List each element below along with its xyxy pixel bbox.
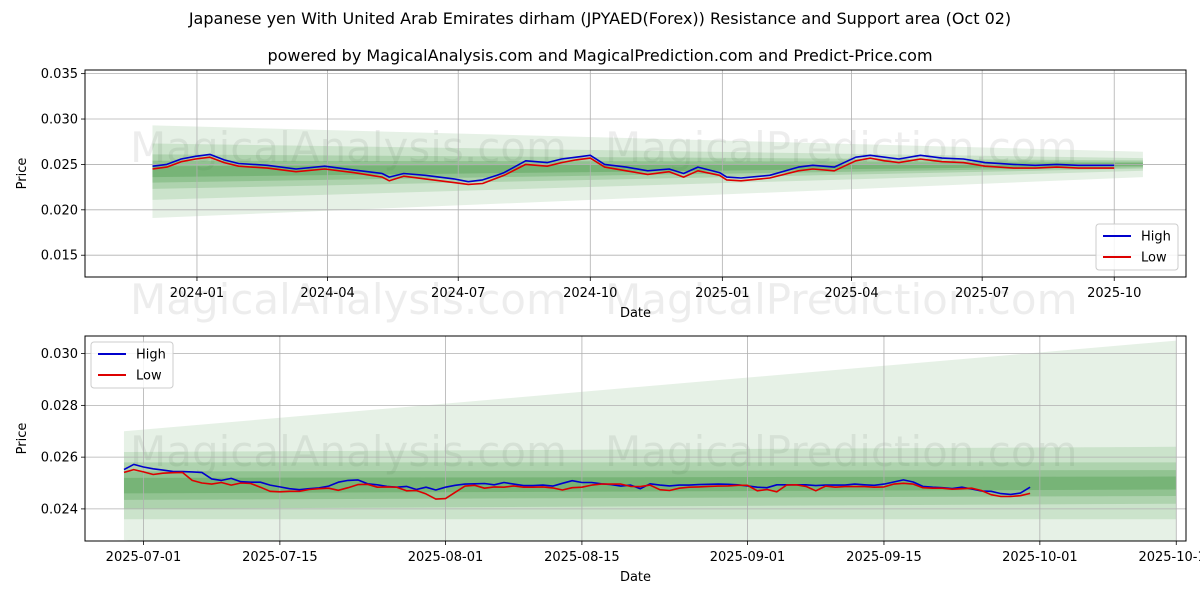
- x-tick-label: 2025-07-15: [242, 550, 318, 565]
- x-tick-label: 2024-04: [300, 286, 354, 301]
- y-tick-label: 0.020: [41, 203, 78, 218]
- legend-label-high: High: [1141, 230, 1171, 245]
- y-tick-label: 0.025: [41, 158, 78, 173]
- chart-title: Japanese yen With United Arab Emirates d…: [188, 9, 1012, 28]
- series-group: [152, 153, 1115, 186]
- legend: High Low: [1095, 223, 1179, 271]
- y-tick-label: 0.030: [41, 113, 78, 128]
- x-tick-label: 2024-01: [170, 286, 224, 301]
- x-tick-label: 2025-10-01: [1002, 550, 1078, 565]
- band-layer-1: [152, 125, 1143, 218]
- y-axis-label: Price: [15, 158, 30, 190]
- x-tick-label: 2024-07: [431, 286, 485, 301]
- x-axis-label: Date: [620, 306, 651, 321]
- x-tick-label: 2025-10: [1087, 286, 1141, 301]
- plot-frame: [84, 69, 1187, 278]
- x-tick-label: 2025-09-15: [846, 550, 922, 565]
- y-tick-label: 0.015: [41, 249, 78, 264]
- band-layer-2: [152, 143, 1143, 200]
- x-tick-label: 2024-10: [563, 286, 617, 301]
- legend-label-low: Low: [136, 369, 162, 384]
- x-tick-label: 2025-07: [955, 286, 1009, 301]
- watermark-prediction-bottom: MagicalPrediction.com: [605, 427, 1078, 476]
- y-tick-label: 0.024: [41, 502, 78, 517]
- legend-label-high: High: [136, 348, 166, 363]
- x-tick-label: 2025-08-15: [544, 550, 620, 565]
- legend: High Low: [90, 341, 174, 389]
- x-tick-label: 2025-01: [695, 286, 749, 301]
- series-line-low: [123, 468, 1031, 500]
- series-group: [123, 463, 1031, 500]
- x-tick-label: 2025-07-01: [106, 550, 182, 565]
- x-tick-label: 2025-10-15: [1138, 550, 1200, 565]
- chart-panel-1: 2024-01 2024-04 2024-07 2024-10 2025-01 2025-…: [15, 67, 1187, 321]
- y-tick-label: 0.035: [41, 67, 78, 82]
- legend-label-low: Low: [1141, 251, 1167, 266]
- watermark-analysis-top: MagicalAnalysis.com: [130, 123, 567, 172]
- x-axis-label: Date: [620, 570, 651, 585]
- chart-panel-2: 2025-07-01 2025-07-15 2025-08-01 2025-08-15…: [15, 335, 1200, 585]
- series-line-low: [152, 156, 1115, 186]
- band-layer-3: [152, 154, 1143, 189]
- y-tick-label: 0.026: [41, 451, 78, 466]
- watermark-analysis-mid: MagicalAnalysis.com: [130, 275, 567, 324]
- plot-frame: [84, 335, 1187, 542]
- series-line-high: [123, 463, 1031, 496]
- watermark-analysis-bottom: MagicalAnalysis.com: [130, 427, 567, 476]
- x-tick-label: 2025-09-01: [710, 550, 786, 565]
- x-tick-label: 2025-08-01: [408, 550, 484, 565]
- x-tick-label: 2025-04: [824, 286, 878, 301]
- series-line-high: [152, 153, 1115, 183]
- y-tick-label: 0.028: [41, 399, 78, 414]
- watermark-prediction-mid: MagicalPrediction.com: [605, 275, 1078, 324]
- chart-subtitle: powered by MagicalAnalysis.com and Magic…: [267, 46, 933, 65]
- band-layer-1: [123, 340, 1177, 541]
- y-tick-label: 0.030: [41, 347, 78, 362]
- y-axis-label: Price: [15, 423, 30, 455]
